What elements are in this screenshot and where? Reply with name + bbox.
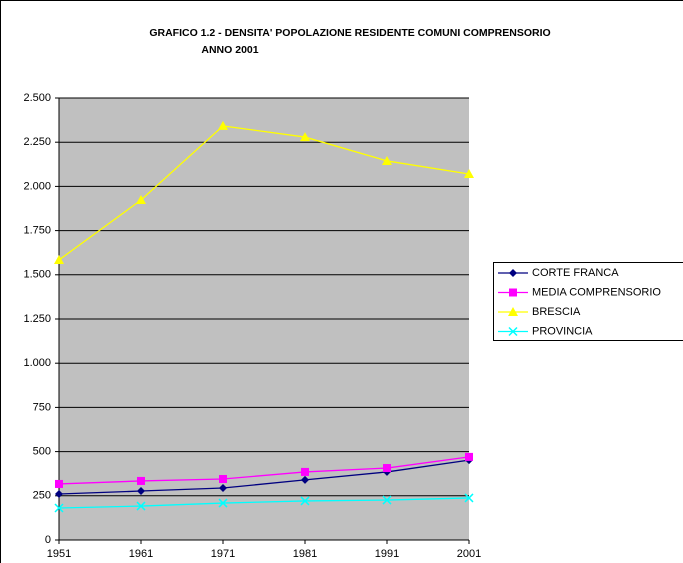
marker bbox=[136, 501, 146, 511]
marker bbox=[300, 496, 310, 506]
x-tick-label: 1961 bbox=[129, 548, 153, 560]
y-tick-label: 2.000 bbox=[23, 180, 51, 192]
marker bbox=[382, 495, 392, 505]
y-tick-label: 1.750 bbox=[23, 225, 51, 237]
y-tick-label: 1.250 bbox=[23, 313, 51, 325]
y-tick-label: 750 bbox=[33, 401, 51, 413]
legend-label: MEDIA COMPRENSORIO bbox=[532, 286, 661, 298]
y-tick-label: 2.500 bbox=[23, 92, 51, 104]
series-line bbox=[58, 459, 470, 495]
marker bbox=[382, 155, 392, 165]
marker bbox=[219, 475, 227, 484]
marker bbox=[219, 484, 227, 493]
marker bbox=[383, 464, 391, 473]
marker bbox=[301, 467, 309, 476]
marker bbox=[508, 307, 518, 316]
chart-title: GRAFICO 1.2 - DENSITA' POPOLAZIONE RESID… bbox=[149, 27, 550, 39]
marker bbox=[55, 479, 63, 488]
marker bbox=[54, 503, 64, 513]
marker bbox=[218, 498, 228, 508]
marker bbox=[509, 288, 517, 297]
y-tick-label: 0 bbox=[45, 534, 51, 546]
y-tick-label: 1.500 bbox=[23, 269, 51, 281]
marker bbox=[136, 195, 146, 205]
x-tick-label: 1971 bbox=[211, 548, 235, 560]
marker bbox=[137, 487, 145, 496]
y-tick-label: 1.000 bbox=[23, 357, 51, 369]
marker bbox=[464, 493, 474, 503]
y-tick-label: 2.250 bbox=[23, 136, 51, 148]
marker bbox=[300, 132, 310, 142]
marker bbox=[509, 269, 517, 277]
marker bbox=[54, 254, 64, 264]
series-line bbox=[58, 456, 470, 485]
marker bbox=[218, 120, 228, 130]
x-tick-label: 1991 bbox=[375, 548, 399, 560]
chart-subtitle: ANNO 2001 bbox=[201, 44, 258, 56]
y-tick-label: 500 bbox=[33, 446, 51, 458]
x-tick-label: 1951 bbox=[47, 548, 71, 560]
legend-label: BRESCIA bbox=[532, 306, 581, 318]
series-line bbox=[58, 497, 470, 509]
series-line bbox=[58, 125, 470, 261]
legend-box bbox=[493, 262, 683, 341]
marker bbox=[508, 326, 518, 337]
x-tick-label: 1981 bbox=[293, 548, 317, 560]
y-tick-label: 250 bbox=[33, 490, 51, 502]
marker bbox=[55, 490, 63, 499]
marker bbox=[465, 452, 473, 461]
marker bbox=[464, 169, 474, 179]
x-tick-label: 2001 bbox=[457, 548, 481, 560]
marker bbox=[137, 476, 145, 485]
legend-label: PROVINCIA bbox=[532, 325, 593, 337]
legend-label: CORTE FRANCA bbox=[532, 267, 619, 279]
marker bbox=[301, 475, 309, 484]
